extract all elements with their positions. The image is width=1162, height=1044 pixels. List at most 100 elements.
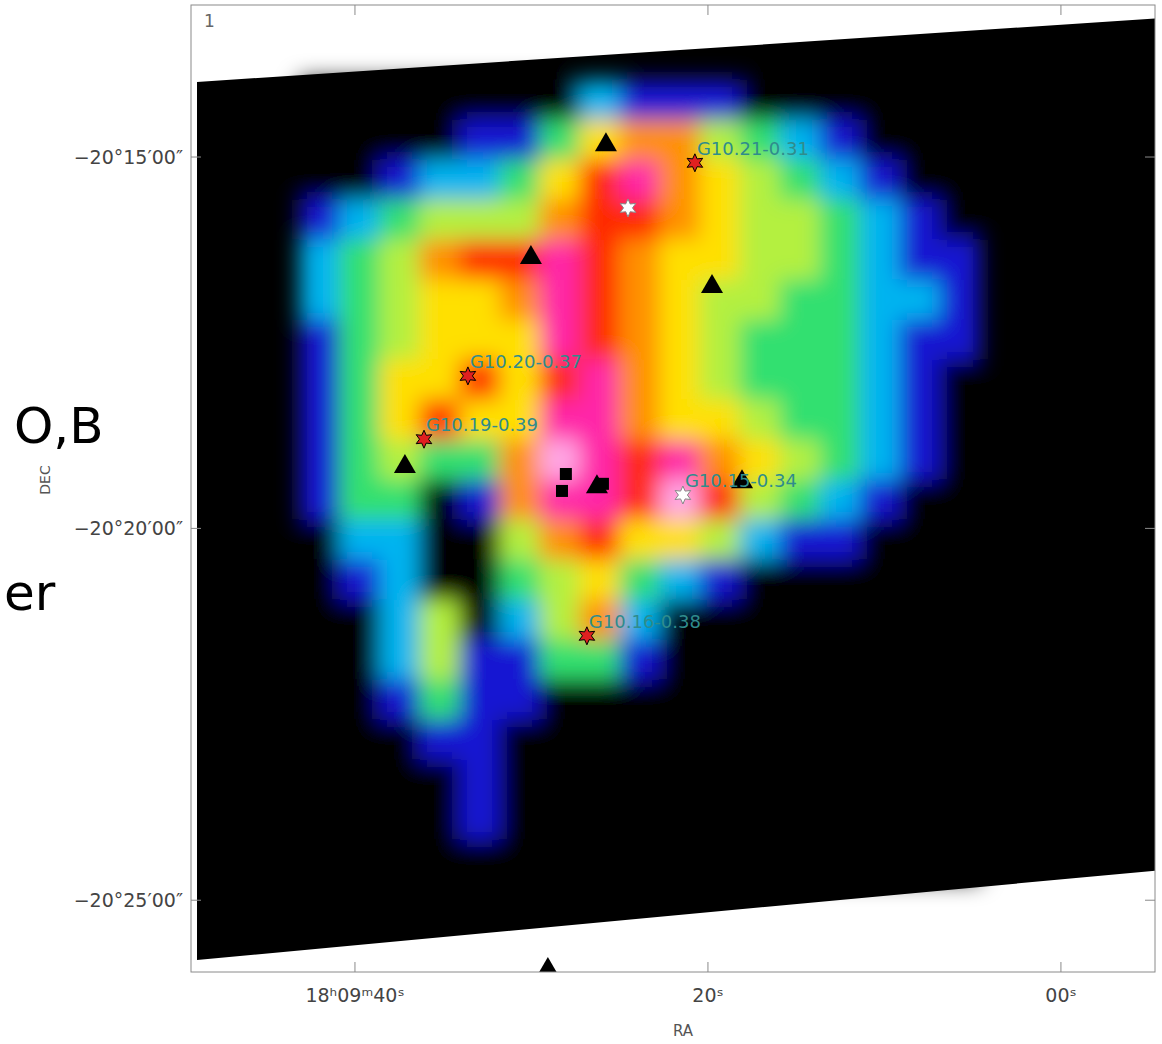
heat-cell [619,239,660,280]
heat-cell [299,639,340,680]
heat-cell [899,639,940,680]
heat-cell [419,760,460,801]
heat-cell [859,760,900,801]
heat-cell [820,120,861,161]
heat-cell [739,840,780,881]
heat-cell [739,679,780,720]
heat-cell [700,400,741,441]
heat-cell [299,600,340,641]
x-tick [354,5,355,15]
square-marker [597,478,609,490]
heat-cell [299,239,340,280]
heat-cell [380,799,421,840]
heat-cell [899,679,940,720]
heat-cell [419,199,460,240]
y-tick [191,528,201,529]
heat-cell [939,560,980,601]
heat-cell [619,160,660,201]
heat-cell [500,160,541,201]
heat-cell [619,359,660,400]
heat-cell [779,760,820,801]
heat-cell [500,120,541,161]
heat-cell [380,639,421,680]
heat-cell [339,120,380,161]
heat-cell [779,239,820,280]
heat-cell [459,720,500,761]
heat-cell [859,679,900,720]
heat-cell [820,519,861,560]
heat-cell [899,400,940,441]
heat-cell [899,840,940,881]
heat-cell [539,840,580,881]
heat-cell [619,199,660,240]
heat-cell [579,840,620,881]
heat-cell [539,400,580,441]
heat-cell [739,320,780,361]
source-label: G10.20-0.37 [470,351,582,372]
heat-cell [419,320,460,361]
heat-cell [700,519,741,560]
heat-cell [739,519,780,560]
heat-cell [419,160,460,201]
heat-cell [820,480,861,521]
heat-cell [579,519,620,560]
heat-cell [459,440,500,481]
heat-cell [659,560,700,601]
heat-cell [779,280,820,321]
heat-cell [339,400,380,441]
triangle-marker [595,132,617,151]
heat-cell [619,440,660,481]
heat-cell [459,280,500,321]
heat-cell [899,720,940,761]
heat-cell [339,679,380,720]
slide-text: er [4,564,56,622]
heat-cell [899,440,940,481]
heat-cell [659,320,700,361]
heat-cell [859,120,900,161]
heat-cell [380,480,421,521]
heat-cell [380,720,421,761]
heat-cell [579,359,620,400]
heat-cell [500,840,541,881]
heat-cell [859,79,900,120]
heat-cell [739,400,780,441]
heat-cell [820,720,861,761]
heat-cell [579,160,620,201]
heat-cell [500,480,541,521]
heat-cell [779,720,820,761]
heat-cell [899,320,940,361]
heat-cell [939,639,980,680]
heat-cell [820,760,861,801]
heat-cell [859,400,900,441]
heat-cell [779,840,820,881]
heat-cell [299,480,340,521]
heat-cell [859,560,900,601]
heat-cell [899,280,940,321]
heat-cell [659,79,700,120]
heat-cell [459,799,500,840]
heat-cell [700,320,741,361]
heat-cell [339,79,380,120]
y-tick [1145,528,1155,529]
heat-cell [380,560,421,601]
heat-cell [700,600,741,641]
heat-cell [939,799,980,840]
heat-cell [500,440,541,481]
heat-cell [939,239,980,280]
heat-cell [419,799,460,840]
heat-cell [539,799,580,840]
heat-cell [939,440,980,481]
heat-cell [820,639,861,680]
heat-cell [859,440,900,481]
heat-cell [820,840,861,881]
heat-cell [899,79,940,120]
heat-cell [380,600,421,641]
heat-cell [859,720,900,761]
heat-cell [820,160,861,201]
heat-cell [419,239,460,280]
x-tick [707,962,708,972]
triangle-marker [394,454,416,473]
heat-cell [779,519,820,560]
heat-cell [459,239,500,280]
x-tick [707,5,708,15]
